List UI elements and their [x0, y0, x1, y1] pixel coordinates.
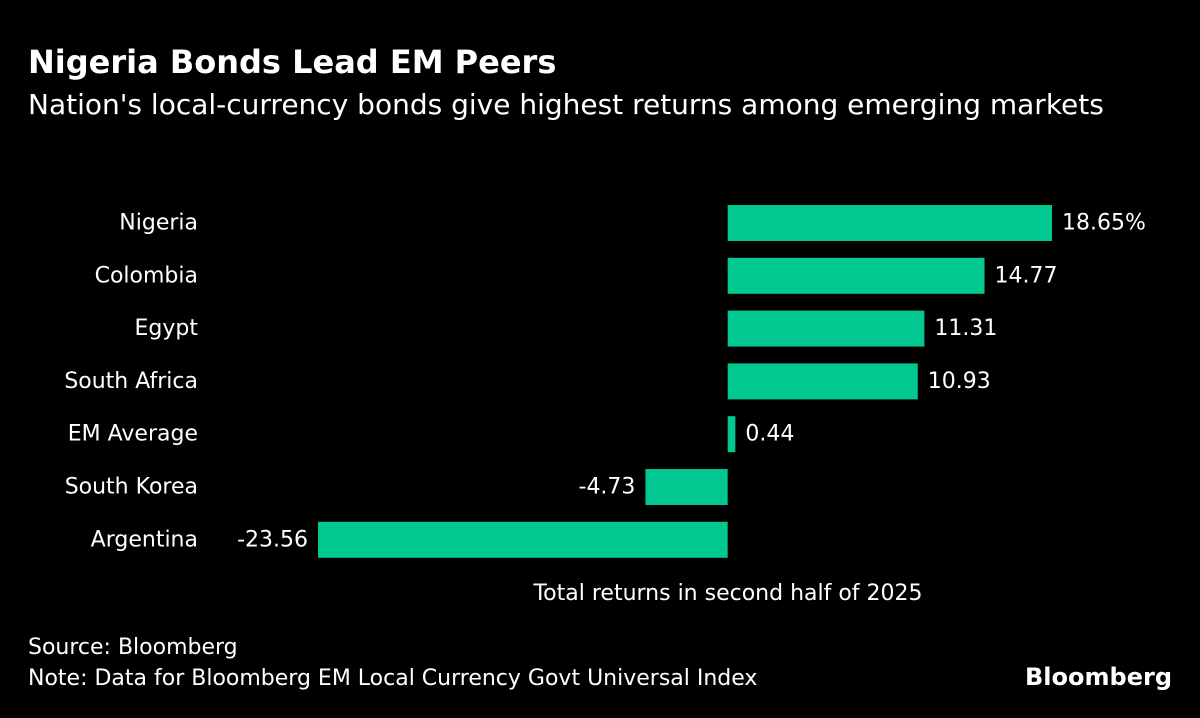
chart-subtitle: Nation's local-currency bonds give highe… — [28, 88, 1104, 121]
category-label-egypt: Egypt — [135, 316, 199, 341]
bar-em-average — [727, 416, 736, 453]
value-label-em-average: 0.44 — [745, 422, 794, 447]
category-label-south-korea: South Korea — [65, 475, 198, 500]
value-label-nigeria: 18.65% — [1062, 211, 1146, 236]
bar-colombia — [727, 257, 985, 294]
value-label-south-korea: -4.73 — [579, 475, 636, 500]
note-text: Note: Data for Bloomberg EM Local Curren… — [28, 666, 758, 691]
bar-south-korea — [645, 469, 728, 505]
value-label-egypt: 11.31 — [934, 316, 997, 341]
category-label-south-africa: South Africa — [64, 369, 198, 394]
bar-nigeria — [727, 205, 1052, 241]
category-label-nigeria: Nigeria — [119, 211, 198, 236]
value-label-south-africa: 10.93 — [928, 369, 991, 394]
bar-south-africa — [727, 363, 918, 400]
bar-argentina — [318, 521, 728, 558]
bloomberg-logo: Bloomberg — [1025, 663, 1172, 691]
value-label-colombia: 14.77 — [995, 263, 1058, 288]
value-label-argentina: -23.56 — [237, 527, 308, 552]
category-label-em-average: EM Average — [68, 422, 198, 447]
category-label-colombia: Colombia — [95, 263, 198, 288]
bar-egypt — [727, 310, 925, 347]
x-axis-label: Total returns in second half of 2025 — [533, 581, 923, 606]
chart-title: Nigeria Bonds Lead EM Peers — [28, 43, 557, 81]
source-text: Source: Bloomberg — [28, 635, 238, 660]
category-label-argentina: Argentina — [91, 527, 198, 552]
